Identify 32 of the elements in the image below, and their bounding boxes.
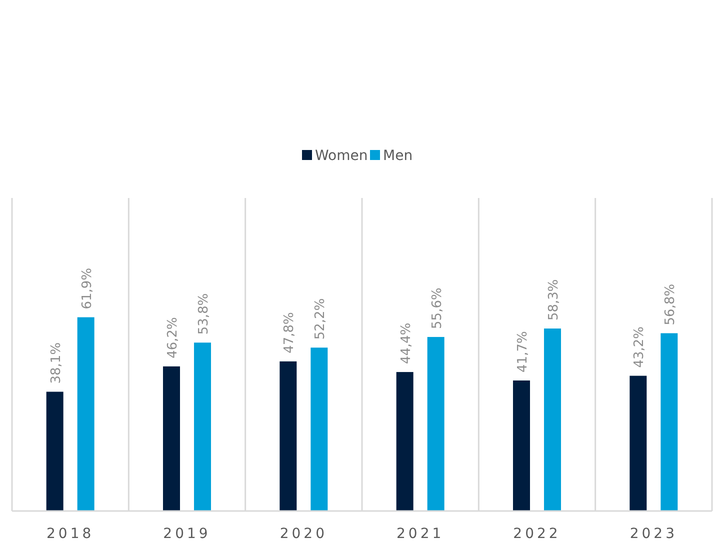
data-label: 44,4% (398, 322, 414, 364)
data-label: 61,9% (80, 268, 95, 310)
bar (427, 336, 444, 511)
bar (194, 342, 211, 511)
x-tick-label: 2023 (630, 526, 678, 542)
data-label: 47,8% (282, 312, 298, 354)
data-label: 55,6% (430, 288, 445, 329)
bar (513, 380, 530, 511)
legend-label: Women (315, 148, 368, 164)
bar (396, 372, 414, 511)
bar (310, 348, 328, 511)
bar (544, 328, 561, 511)
bar (46, 392, 64, 511)
data-label: 38,1% (48, 342, 64, 384)
x-tick-label: 2022 (513, 526, 561, 542)
bar (630, 376, 647, 511)
x-tick-label: 2020 (280, 526, 328, 542)
x-tick-label: 2018 (46, 526, 94, 542)
data-label: 46,2% (166, 317, 180, 358)
data-label: 58,3% (546, 279, 562, 321)
data-label: 43,2% (632, 326, 648, 368)
legend-label: Men (383, 148, 413, 164)
bar (280, 361, 297, 511)
bar (660, 333, 678, 511)
data-label: 52,2% (313, 298, 328, 340)
bar (77, 317, 94, 511)
x-tick-label: 2021 (396, 526, 444, 542)
data-label: 56,8% (663, 284, 678, 326)
data-label: 41,7% (516, 331, 530, 372)
bar (163, 366, 180, 511)
data-label: 53,8% (196, 293, 212, 335)
x-tick-label: 2019 (163, 526, 211, 542)
